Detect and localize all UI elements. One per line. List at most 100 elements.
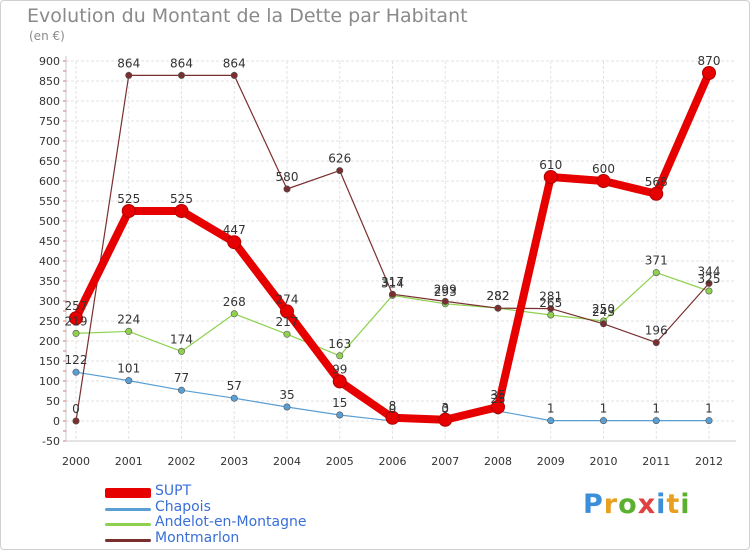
data-point [69,311,83,326]
data-point [227,235,242,250]
data-point [72,417,80,425]
legend-label: Montmarlon [155,530,240,546]
data-label: 257 [65,299,88,313]
data-label: 0 [72,402,80,416]
x-tick-label: 2000 [62,455,90,468]
data-label: 174 [170,332,193,346]
data-point [280,304,294,319]
data-label: 299 [434,282,457,296]
data-label: 8 [389,399,397,413]
data-label: 35 [279,388,294,402]
y-tick-label: 550 [39,195,60,208]
x-tick-label: 2004 [273,455,301,468]
data-point [441,297,449,305]
data-label: 568 [645,175,668,189]
x-tick-label: 2002 [168,455,196,468]
data-point [652,417,660,425]
data-label: 325 [698,272,721,286]
data-label: 163 [328,337,351,351]
data-point [125,71,133,79]
data-label: 15 [332,396,347,410]
y-tick-label: -50 [42,435,60,448]
chart-subtitle: (en €) [29,29,65,43]
data-point [125,327,133,335]
x-tick-label: 2009 [537,455,565,468]
data-label: 0 [441,402,449,416]
data-label: 196 [645,324,668,338]
data-label: 3 [441,401,449,415]
data-label: 77 [174,371,189,385]
data-point [121,204,136,218]
data-label: 525 [170,192,193,206]
data-point [125,377,133,385]
data-point [652,269,660,277]
y-tick-label: 750 [39,115,60,128]
data-label: 580 [276,170,299,184]
data-label: 870 [698,54,721,68]
legend-swatch [105,522,151,526]
x-tick-label: 2010 [590,455,618,468]
y-tick-label: 900 [39,55,60,68]
data-label: 1 [600,402,608,416]
x-tick-label: 2011 [642,455,670,468]
data-point [230,394,238,402]
data-label: 250 [592,302,615,316]
data-point [336,352,344,360]
data-label: 317 [381,275,404,289]
data-label: 57 [227,379,242,393]
chart-title: Evolution du Montant de la Dette par Hab… [27,5,468,27]
data-label: 268 [223,295,246,309]
data-label: 0 [389,402,397,416]
data-label: 243 [592,305,615,319]
data-point [547,311,555,319]
data-point [332,374,347,389]
data-label: 122 [65,353,88,367]
data-point [174,204,189,218]
data-point [283,403,291,411]
data-label: 447 [223,223,246,237]
data-point [702,66,716,80]
data-label: 626 [328,152,351,166]
data-label: 864 [223,56,246,70]
y-tick-label: 850 [39,75,60,88]
data-label: 101 [117,362,140,376]
y-tick-label: 500 [39,215,60,228]
y-tick-label: 400 [39,255,60,268]
legend-label: Andelot-en-Montagne [155,514,307,530]
data-label: 525 [117,192,140,206]
data-point [283,185,291,193]
data-label: 224 [117,312,140,326]
data-label: 99 [332,362,347,376]
data-label: 217 [276,315,299,329]
x-tick-label: 2003 [220,455,248,468]
data-point [388,290,396,298]
data-label: 35 [490,388,505,402]
y-tick-label: 300 [39,295,60,308]
data-point [72,329,80,337]
data-point [230,310,238,318]
data-label: 344 [698,264,721,278]
data-point [438,412,453,427]
x-tick-label: 2001 [115,455,143,468]
data-point [543,170,558,184]
data-point [652,339,660,347]
data-point [72,368,80,376]
data-label: 600 [592,162,615,176]
data-label: 293 [434,285,457,299]
data-point [494,304,502,312]
data-point [547,417,555,425]
data-label: 314 [381,276,404,290]
data-label: 219 [65,314,88,328]
proxiti-logo: Proxiti [583,489,691,520]
y-tick-label: 800 [39,95,60,108]
data-point [336,167,344,175]
data-point [599,417,607,425]
x-tick-label: 2005 [326,455,354,468]
y-tick-label: 650 [39,155,60,168]
data-label: 25 [490,392,505,406]
legend-label: Chapois [155,499,211,515]
data-point [178,347,186,355]
data-point [547,305,555,313]
x-tick-label: 2006 [379,455,407,468]
